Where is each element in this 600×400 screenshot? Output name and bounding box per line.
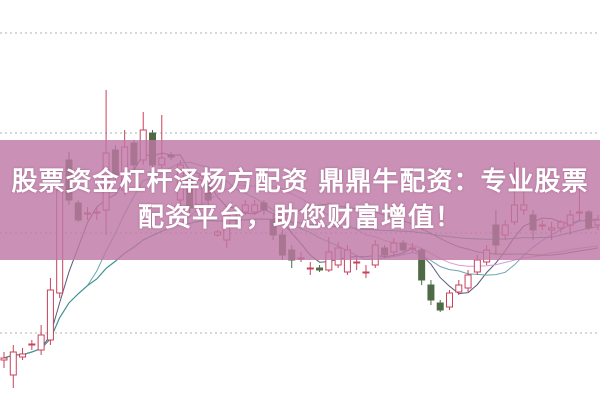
candle-down — [436, 302, 444, 311]
candle-up — [9, 351, 17, 376]
title-banner: 股票资金杠杆泽杨方配资 鼎鼎牛配资：专业股票 配资平台，助您财富增值！ — [0, 140, 600, 260]
candle-up — [455, 284, 463, 293]
banner-title-line-2: 配资平台，助您财富增值！ — [137, 203, 462, 233]
candle-up — [19, 353, 27, 358]
candle-up — [28, 343, 36, 346]
candle-up — [306, 267, 314, 270]
candle-down — [316, 267, 324, 271]
candle-up — [464, 274, 472, 289]
candle-up — [362, 271, 370, 274]
candle-up — [37, 334, 45, 351]
candle-up — [446, 292, 453, 308]
banner-title-line-1: 股票资金杠杆泽杨方配资 鼎鼎牛配资：专业股票 — [11, 167, 589, 197]
candle-up — [0, 357, 8, 361]
candle-up — [473, 259, 481, 273]
candle-up — [46, 289, 54, 341]
candle-up — [353, 261, 361, 264]
candle-down — [427, 284, 435, 301]
